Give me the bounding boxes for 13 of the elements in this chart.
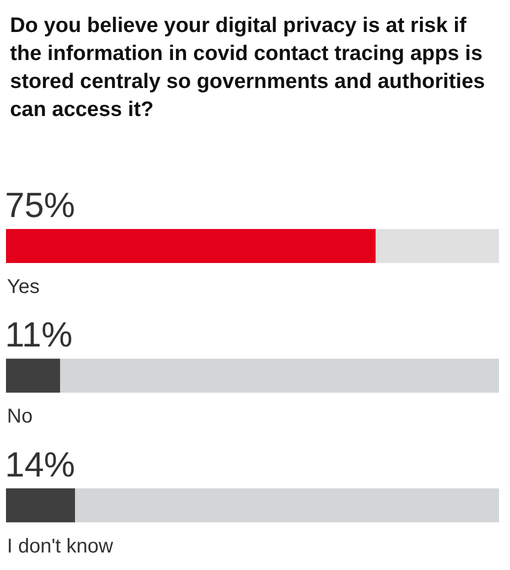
data-label: 11% [5,316,72,355]
data-label: 75% [5,186,76,225]
data-label: 14% [5,445,76,484]
y-tick-label: No [7,406,33,428]
bar [6,358,60,393]
bar [376,229,499,263]
y-tick-label: Yes [7,276,40,298]
bar [60,358,499,393]
y-tick-label: I don't know [7,535,114,558]
bar [6,488,76,522]
chart-title: Do you believe your digital privacy is at risk if the information in covid contact tracing apps is stored centraly so governments and authorities can access it? [10,14,485,121]
bar [6,229,376,263]
bar [75,488,499,522]
